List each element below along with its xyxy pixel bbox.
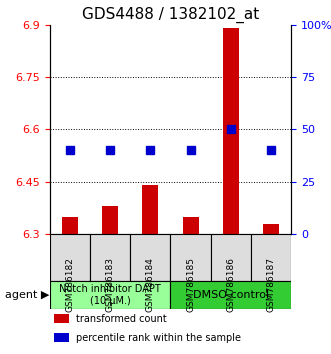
FancyBboxPatch shape [50, 281, 170, 309]
Text: Notch inhibitor DAPT
(10 μM.): Notch inhibitor DAPT (10 μM.) [59, 284, 161, 306]
FancyBboxPatch shape [55, 314, 69, 323]
FancyBboxPatch shape [90, 234, 130, 281]
Title: GDS4488 / 1382102_at: GDS4488 / 1382102_at [82, 7, 259, 23]
FancyBboxPatch shape [170, 281, 291, 309]
Text: GSM786182: GSM786182 [65, 257, 74, 312]
FancyBboxPatch shape [50, 234, 90, 281]
Text: GSM786187: GSM786187 [267, 257, 276, 312]
Bar [263, 223, 279, 234]
FancyBboxPatch shape [55, 333, 69, 342]
Text: transformed count: transformed count [76, 314, 167, 324]
Bar [142, 185, 158, 234]
Bar [102, 206, 118, 234]
Text: DMSO control: DMSO control [193, 290, 269, 300]
Bar [62, 217, 78, 234]
Text: GSM786186: GSM786186 [226, 257, 235, 312]
Text: agent ▶: agent ▶ [5, 290, 50, 300]
Text: GSM786183: GSM786183 [106, 257, 115, 312]
Text: GSM786184: GSM786184 [146, 257, 155, 312]
FancyBboxPatch shape [251, 234, 291, 281]
FancyBboxPatch shape [211, 234, 251, 281]
Bar [223, 28, 239, 234]
Text: GSM786185: GSM786185 [186, 257, 195, 312]
Bar [183, 217, 199, 234]
Text: percentile rank within the sample: percentile rank within the sample [76, 332, 241, 343]
FancyBboxPatch shape [130, 234, 170, 281]
FancyBboxPatch shape [170, 234, 211, 281]
